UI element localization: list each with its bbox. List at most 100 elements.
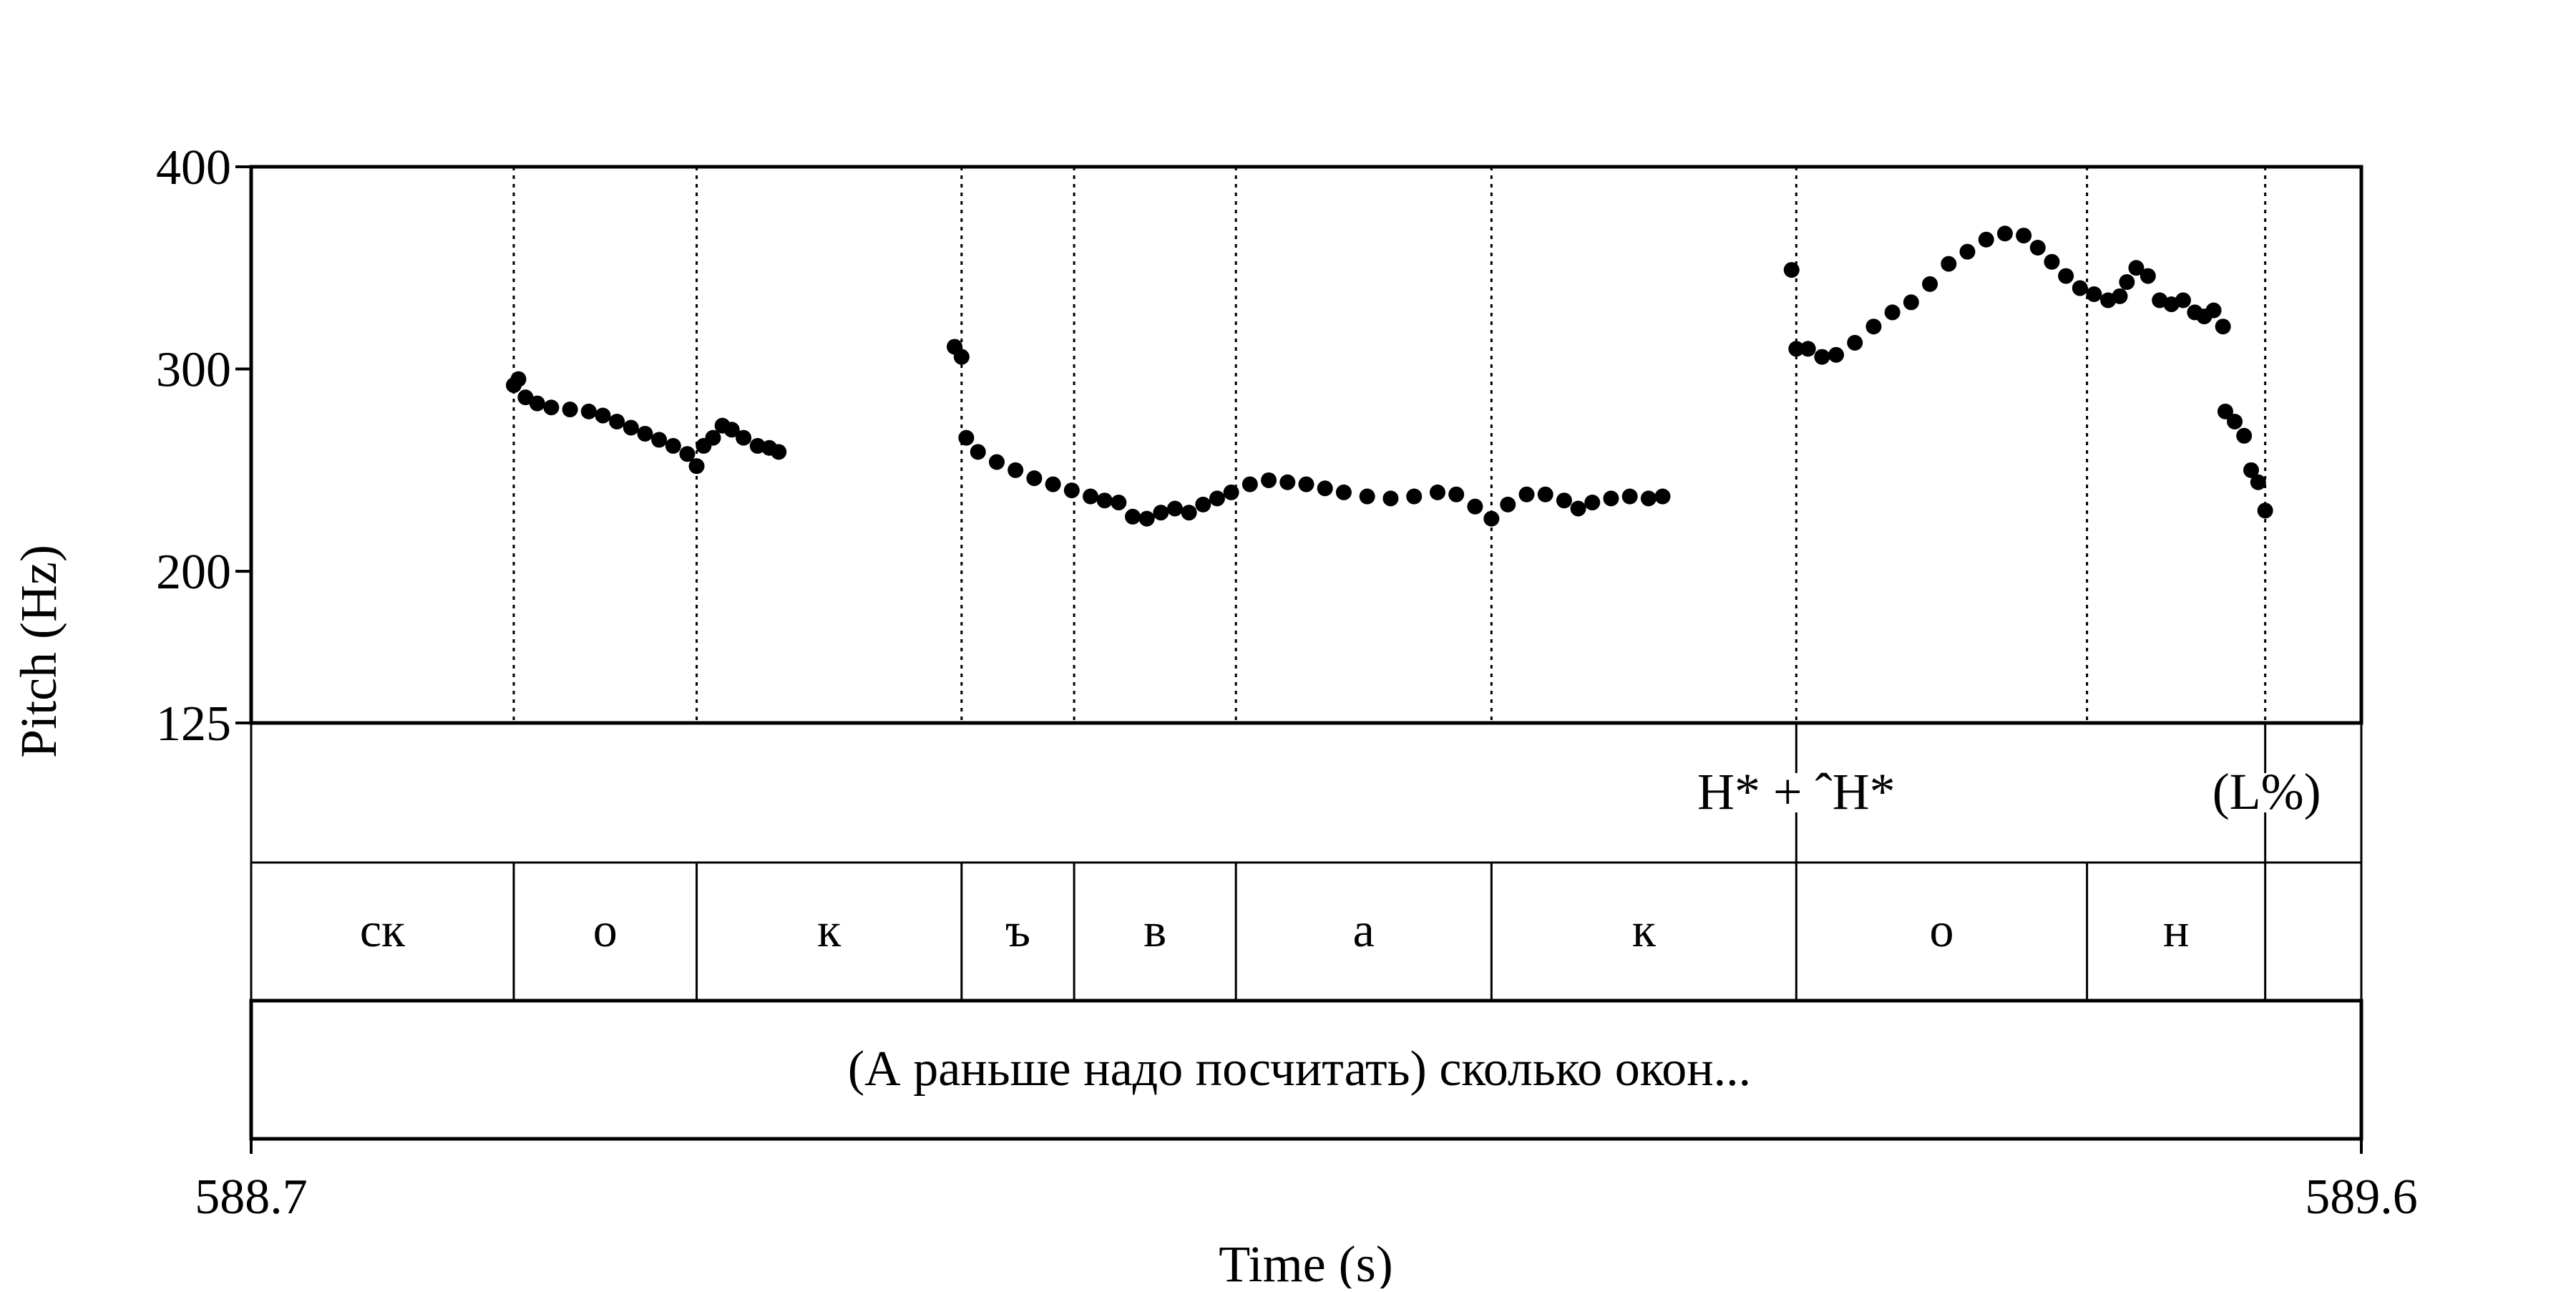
pitch-point <box>2243 462 2259 478</box>
pitch-point <box>1317 480 1333 497</box>
tone-tier-frame <box>250 722 2363 864</box>
pitch-point <box>2072 280 2088 296</box>
pitch-point <box>2140 268 2156 284</box>
segment-tier-frame <box>250 861 2363 1002</box>
pitch-point <box>1621 488 1638 505</box>
segment-labels: ск о к ъ в а к о н <box>360 903 2189 957</box>
pitch-point <box>651 432 668 448</box>
tone-label: (L%) <box>2212 763 2321 820</box>
pitch-point <box>2029 240 2046 256</box>
y-tick-label: 400 <box>156 140 231 195</box>
segment-label: о <box>1929 903 1953 957</box>
y-tick-label: 300 <box>156 343 231 398</box>
segment-label: в <box>1143 903 1166 957</box>
pitch-point <box>2086 286 2102 303</box>
tone-label: H* + ˆH* <box>1697 763 1896 820</box>
pitch-point <box>2119 274 2135 291</box>
pitch-point <box>1096 492 1113 509</box>
gloss-text: (А раньше надо посчитать) сколько окон..… <box>848 1041 1751 1097</box>
pitch-points <box>505 225 2273 527</box>
x-tick-label: 588.7 <box>195 1170 308 1225</box>
segment-label: а <box>1353 903 1375 957</box>
y-tick-label: 125 <box>156 696 231 752</box>
segment-label: о <box>593 903 618 957</box>
pitch-point <box>2236 427 2253 444</box>
pitch-point <box>1483 510 1500 527</box>
pitch-point <box>1922 276 1938 292</box>
pitch-point <box>1209 490 1225 507</box>
pitch-point <box>1556 492 1572 509</box>
tone-labels: H* + ˆH* (L%) <box>1697 763 2321 820</box>
pitch-point <box>595 407 611 424</box>
gloss-tier-frame <box>249 999 2363 1141</box>
pitch-point <box>1045 476 1061 492</box>
pitch-point <box>723 422 740 438</box>
pitch-point <box>1959 243 1976 260</box>
pitch-point <box>2217 403 2233 419</box>
pitch-point <box>1138 510 1155 527</box>
pitch-point <box>665 437 681 454</box>
pitch-point <box>2058 268 2074 284</box>
pitch-point <box>749 437 766 454</box>
x-tick-label: 589.6 <box>2305 1170 2418 1225</box>
pitch-point <box>1153 505 1169 521</box>
pitch-point <box>609 414 625 430</box>
y-axis-title: Pitch (Hz) <box>10 545 67 758</box>
pitch-point <box>705 429 721 446</box>
pitch-point <box>1783 262 1800 278</box>
pitch-point <box>1429 484 1445 500</box>
pitch-point <box>953 349 970 365</box>
pitch-point <box>2016 228 2032 244</box>
y-axis-ticks: 400 300 200 125 <box>156 140 251 752</box>
pitch-point <box>2128 260 2145 276</box>
pitch-point <box>1537 486 1553 502</box>
pitch-point <box>1406 488 1423 505</box>
pitch-point <box>1083 488 1099 505</box>
pitch-point <box>580 403 597 419</box>
pitch-point <box>1996 225 2013 242</box>
pitch-point <box>1026 470 1043 487</box>
pitch-point <box>2112 288 2128 304</box>
segment-label: ъ <box>1005 903 1030 957</box>
pitch-point <box>2044 253 2060 270</box>
pitch-point <box>988 454 1005 470</box>
pitch-point <box>1500 496 1516 513</box>
pitch-point <box>1788 341 1805 357</box>
pitch-point <box>529 395 545 412</box>
pitch-point <box>771 444 787 460</box>
pitch-point <box>1063 482 1080 499</box>
segment-boundary-lines <box>512 167 2267 1001</box>
pitch-point <box>2250 474 2266 490</box>
pitch-point <box>1884 304 1901 321</box>
pitch-point <box>1279 474 1296 490</box>
pitch-point <box>2205 302 2222 319</box>
pitch-point <box>2227 414 2243 430</box>
pitch-point <box>510 371 527 387</box>
pitch-point <box>1518 486 1535 502</box>
segment-label: н <box>2163 903 2189 957</box>
pitch-point <box>1865 319 1882 335</box>
pitch-point <box>2175 292 2191 309</box>
pitch-point <box>1335 484 1352 500</box>
pitch-point <box>543 399 560 416</box>
segment-label: ск <box>360 903 406 957</box>
pitch-point <box>1167 500 1184 517</box>
pitch-point <box>1223 484 1239 500</box>
pitch-point <box>970 444 986 460</box>
pitch-point <box>1448 486 1465 502</box>
pitch-point <box>1359 488 1375 505</box>
segment-label: к <box>817 903 841 957</box>
pitch-point <box>1603 490 1619 507</box>
pitch-point <box>679 446 696 462</box>
pitch-point <box>1570 500 1586 517</box>
y-tick-label: 200 <box>156 545 231 600</box>
pitch-point <box>736 429 752 446</box>
pitch-point <box>1382 490 1399 507</box>
pitch-point <box>1111 495 1127 511</box>
pitch-point <box>1654 488 1671 505</box>
pitch-point <box>1800 341 1816 357</box>
pitch-point <box>562 402 578 418</box>
pitch-point <box>1828 346 1845 363</box>
pitch-point <box>2215 319 2231 335</box>
